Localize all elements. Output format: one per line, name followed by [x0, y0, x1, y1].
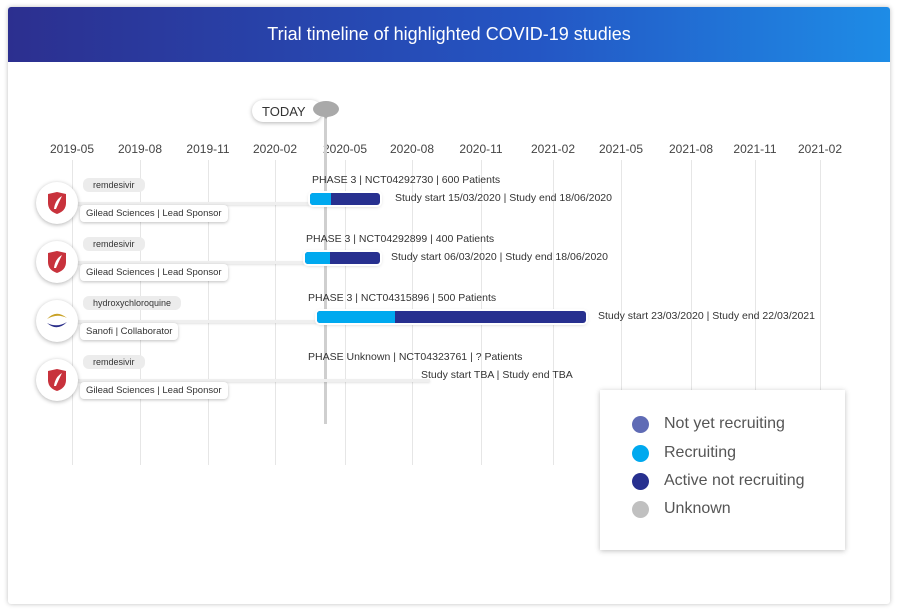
trial-bar[interactable] [310, 193, 380, 205]
trial-info: PHASE 3 | NCT04315896 | 500 Patients [308, 292, 497, 304]
tick-label: 2020-11 [459, 142, 503, 156]
tick-label: 2019-08 [117, 142, 163, 156]
trial-bar[interactable] [317, 311, 586, 323]
connector-line [60, 261, 305, 264]
gilead-shield-icon [36, 241, 78, 283]
grid-line [755, 160, 756, 465]
header: Trial timeline of highlighted COVID-19 s… [8, 7, 890, 62]
tick-label: 2021-11 [733, 142, 777, 156]
tick-label: 2021-02 [797, 142, 843, 156]
legend-item-unknown: Unknown [632, 500, 731, 518]
gilead-shield-icon [36, 359, 78, 401]
drug-badge: hydroxychloroquine [83, 296, 182, 310]
grid-line [275, 160, 276, 465]
trial-bar[interactable] [305, 252, 380, 264]
legend-label: Recruiting [664, 444, 737, 461]
tick-label: 2021-08 [668, 142, 714, 156]
trial-dates: Study start 23/03/2020 | Study end 22/03… [598, 310, 815, 322]
grid-line [621, 160, 622, 465]
legend-label: Active not recruiting [664, 472, 805, 489]
legend-item-not-yet-recruiting: Not yet recruiting [632, 415, 785, 433]
tick-label: 2020-02 [252, 142, 298, 156]
tick-label: 2021-05 [598, 142, 644, 156]
today-pin-icon [313, 101, 339, 119]
drug-badge: remdesivir [83, 237, 145, 251]
grid-line [691, 160, 692, 465]
sponsor-label: Gilead Sciences | Lead Sponsor [80, 205, 228, 222]
sponsor-label: Gilead Sciences | Lead Sponsor [80, 382, 228, 399]
recruiting-segment [305, 252, 330, 264]
legend-dot-icon [632, 444, 649, 462]
legend-item-active-not-recruiting: Active not recruiting [632, 472, 805, 490]
sponsor-label: Sanofi | Collaborator [80, 323, 179, 340]
grid-line [820, 160, 821, 465]
legend: Not yet recruiting Recruiting Active not… [600, 390, 845, 550]
grid-line [140, 160, 141, 465]
trial-info: PHASE 3 | NCT04292730 | 600 Patients [312, 174, 501, 186]
drug-badge: remdesivir [83, 355, 145, 369]
legend-dot-icon [632, 415, 649, 433]
sanofi-icon [36, 300, 78, 342]
recruiting-segment [310, 193, 331, 205]
legend-dot-icon [632, 500, 649, 518]
gilead-shield-icon [36, 182, 78, 224]
tick-label: 2020-08 [389, 142, 435, 156]
tick-label: 2019-11 [186, 142, 230, 156]
legend-label: Not yet recruiting [664, 415, 785, 432]
tick-label: 2021-02 [530, 142, 576, 156]
today-marker: TODAY [252, 100, 322, 122]
trial-info: PHASE 3 | NCT04292899 | 400 Patients [306, 233, 495, 245]
trial-dates: Study start 06/03/2020 | Study end 18/06… [391, 251, 608, 263]
tick-label: 2019-05 [49, 142, 95, 156]
tick-label: 2020-05 [322, 142, 368, 156]
trial-dates: Study start 15/03/2020 | Study end 18/06… [395, 192, 612, 204]
sponsor-label: Gilead Sciences | Lead Sponsor [80, 264, 228, 281]
connector-line [60, 320, 317, 323]
trial-info: PHASE Unknown | NCT04323761 | ? Patients [308, 351, 523, 363]
today-line [324, 112, 327, 424]
legend-dot-icon [632, 472, 649, 490]
connector-line [60, 379, 430, 382]
connector-line [60, 202, 310, 205]
legend-label: Unknown [664, 500, 731, 517]
trial-dates: Study start TBA | Study end TBA [421, 369, 573, 381]
grid-line [208, 160, 209, 465]
page-title: Trial timeline of highlighted COVID-19 s… [267, 24, 631, 44]
legend-item-recruiting: Recruiting [632, 444, 736, 462]
drug-badge: remdesivir [83, 178, 145, 192]
today-label: TODAY [262, 103, 306, 119]
recruiting-segment [317, 311, 395, 323]
